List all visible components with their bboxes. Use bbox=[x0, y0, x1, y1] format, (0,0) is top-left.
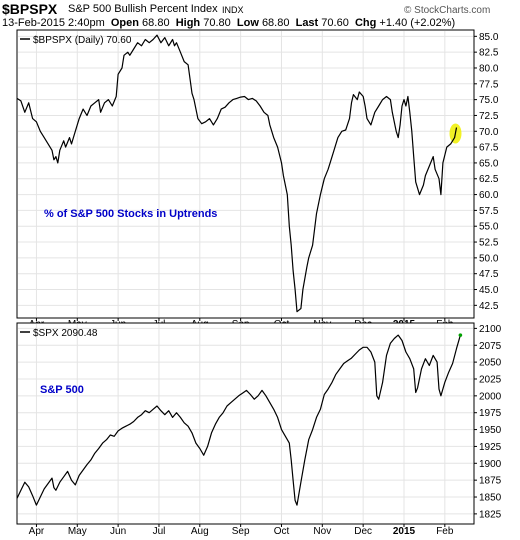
panel2-y-tick-label: 1850 bbox=[479, 493, 502, 504]
last-label: Last bbox=[295, 17, 319, 29]
panel2-x-tick-label: Aug bbox=[191, 526, 209, 537]
panel2-x-tick-label: Apr bbox=[29, 526, 45, 537]
last-price-marker bbox=[458, 333, 463, 337]
panel1-y-tick-label: 57.5 bbox=[479, 206, 499, 217]
panel2-x-tick-label: Jul bbox=[153, 526, 166, 537]
panel2-y-tick-label: 1825 bbox=[479, 509, 502, 520]
panel1-annotation: % of S&P 500 Stocks in Uptrends bbox=[44, 208, 217, 220]
low-label: Low bbox=[236, 17, 259, 29]
symbol-title: $BPSPX bbox=[2, 1, 58, 17]
exchange-label: INDX bbox=[222, 5, 244, 15]
panel2-x-tick-label: Sep bbox=[232, 526, 250, 537]
panel1-y-tick-label: 45.0 bbox=[479, 285, 499, 296]
quote-line: 13-Feb-2015 2:40pm Open 68.80 High 70.80… bbox=[2, 17, 455, 29]
panel1-y-tick-label: 77.5 bbox=[479, 79, 499, 90]
panel2-y-tick-label: 1975 bbox=[479, 408, 502, 419]
panel1-y-tick-label: 65.0 bbox=[479, 158, 499, 169]
open-value: 68.80 bbox=[142, 17, 170, 29]
panel2-x-tick-label: 2015 bbox=[393, 526, 416, 537]
index-name: S&P 500 Bullish Percent Index bbox=[68, 3, 218, 15]
panel2-series-line bbox=[16, 334, 461, 506]
panel2-x-tick-label: Nov bbox=[313, 526, 331, 537]
panel1-legend-text: $BPSPX (Daily) 70.60 bbox=[33, 35, 132, 46]
panel2-x-tick-label: Feb bbox=[436, 526, 454, 537]
panel2-y-tick-label: 1875 bbox=[479, 476, 502, 487]
panel2-plot-frame bbox=[16, 322, 475, 525]
panel2-legend-text: $SPX 2090.48 bbox=[33, 328, 98, 339]
panel2-y-tick-label: 1900 bbox=[479, 459, 502, 470]
panel2-x-tick-label: Jun bbox=[110, 526, 126, 537]
panel1-y-tick-label: 70.0 bbox=[479, 127, 499, 138]
high-label: High bbox=[175, 17, 201, 29]
panel1-y-tick-label: 50.0 bbox=[479, 253, 499, 264]
brand-watermark[interactable]: © StockCharts.com bbox=[404, 5, 491, 16]
panel2-y-tick-label: 2050 bbox=[479, 358, 502, 369]
panel2-x-tick-label: Dec bbox=[354, 526, 372, 537]
panel1-y-tick-label: 75.0 bbox=[479, 95, 499, 106]
open-label: Open bbox=[110, 17, 139, 29]
panel2-x-tick-label: May bbox=[68, 526, 87, 537]
panel1-y-tick-label: 52.5 bbox=[479, 238, 499, 249]
panel1-series-line bbox=[16, 34, 458, 313]
panel1-y-tick-label: 80.0 bbox=[479, 63, 499, 74]
panel1-y-tick-label: 72.5 bbox=[479, 111, 499, 122]
panel2-x-tick-label: Oct bbox=[274, 526, 290, 537]
chg-label: Chg bbox=[354, 17, 377, 29]
low-value: 68.80 bbox=[261, 17, 290, 29]
panel1-y-tick-label: 85.0 bbox=[479, 32, 499, 43]
panel2-y-tick-label: 2000 bbox=[479, 391, 502, 402]
high-value: 70.80 bbox=[203, 17, 231, 29]
quote-date: 13-Feb-2015 2:40pm bbox=[2, 17, 105, 29]
panel1-y-tick-label: 42.5 bbox=[479, 301, 499, 312]
panel2-y-tick-label: 2100 bbox=[479, 324, 502, 335]
last-value: 70.60 bbox=[321, 17, 349, 29]
panel1-y-tick-label: 60.0 bbox=[479, 190, 499, 201]
panel1-y-tick-label: 55.0 bbox=[479, 222, 499, 233]
panel2-y-tick-label: 1925 bbox=[479, 442, 502, 453]
panel1-plot-frame bbox=[16, 29, 475, 319]
panel2-y-tick-label: 1950 bbox=[479, 425, 502, 436]
panel1-y-tick-label: 62.5 bbox=[479, 174, 499, 185]
panel2-y-tick-label: 2075 bbox=[479, 341, 502, 352]
chg-value: +1.40 (+2.02%) bbox=[379, 17, 456, 29]
panel1-y-tick-label: 82.5 bbox=[479, 48, 499, 59]
panel2-y-tick-label: 2025 bbox=[479, 374, 502, 385]
panel1-y-tick-label: 67.5 bbox=[479, 143, 499, 154]
panel2-annotation: S&P 500 bbox=[40, 384, 84, 396]
panel1-y-tick-label: 47.5 bbox=[479, 269, 499, 280]
